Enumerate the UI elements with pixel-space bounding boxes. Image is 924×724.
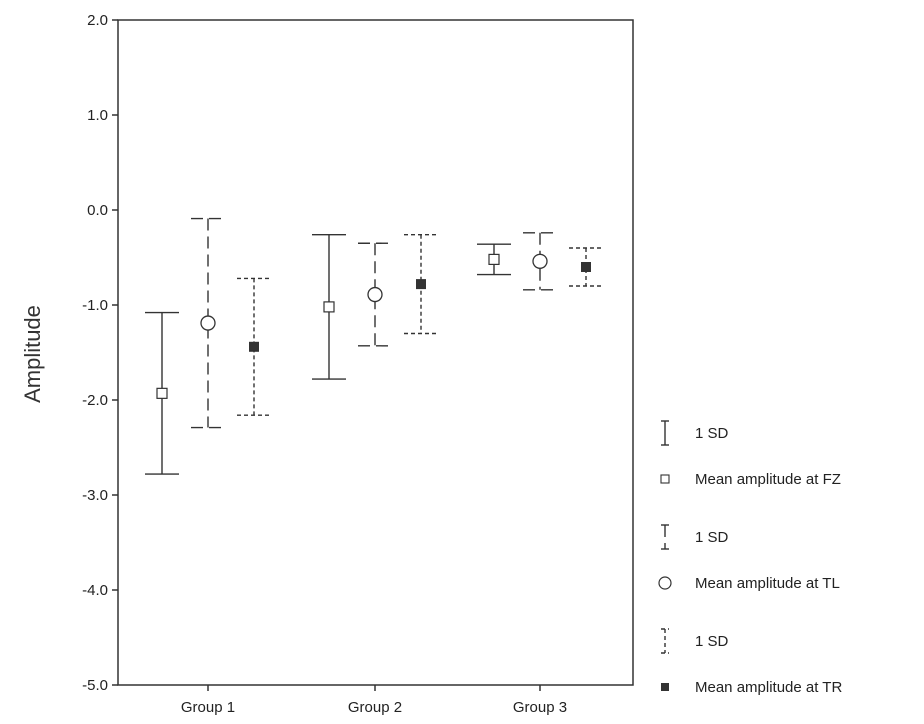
mean-marker — [367, 286, 383, 303]
mean-marker — [488, 253, 500, 265]
x-tick-label: Group 1 — [181, 699, 235, 716]
mean-marker — [200, 315, 216, 331]
legend-sd-label: 1 SD — [695, 529, 729, 546]
mean-marker — [156, 387, 168, 399]
mean-marker — [416, 279, 426, 290]
legend: 1 SD Mean amplitude at FZ 1 SD Mean amplitu… — [658, 420, 842, 696]
legend-sd-label: 1 SD — [695, 633, 729, 650]
legend-series-label: Mean amplitude at TR — [695, 679, 842, 696]
y-tick-label: 1.0 — [87, 107, 108, 124]
y-tick-label: 2.0 — [87, 12, 108, 29]
mean-marker — [532, 253, 548, 269]
mean-marker — [323, 301, 335, 313]
x-axis: Group 1 Group 2 Group 3 — [181, 685, 567, 716]
legend-sd-label: 1 SD — [695, 425, 729, 442]
mean-marker — [581, 262, 591, 272]
y-axis-title: Amplitude — [20, 305, 45, 403]
legend-marker-open-circle — [658, 576, 672, 590]
y-tick-label: -4.0 — [82, 582, 108, 599]
legend-series-label: Mean amplitude at TL — [695, 575, 840, 592]
series-3 — [237, 233, 603, 416]
x-tick-label: Group 2 — [348, 699, 402, 716]
mean-marker — [249, 341, 259, 352]
y-tick-label: -1.0 — [82, 297, 108, 314]
y-tick-label: -2.0 — [82, 392, 108, 409]
y-tick-label: -5.0 — [82, 677, 108, 694]
series-2 — [191, 217, 557, 429]
legend-series-label: Mean amplitude at FZ — [695, 471, 841, 488]
y-tick-label: -3.0 — [82, 487, 108, 504]
x-tick-label: Group 3 — [513, 699, 567, 716]
series-layer — [145, 217, 603, 475]
series-1 — [145, 233, 511, 475]
legend-marker-open-square — [660, 474, 670, 484]
y-tick-label: 0.0 — [87, 202, 108, 219]
legend-marker-filled-square — [661, 683, 669, 691]
plot-frame — [117, 19, 634, 686]
y-axis: 2.0 1.0 0.0 -1.0 -2.0 -3.0 -4.0 -5.0 — [82, 12, 118, 694]
